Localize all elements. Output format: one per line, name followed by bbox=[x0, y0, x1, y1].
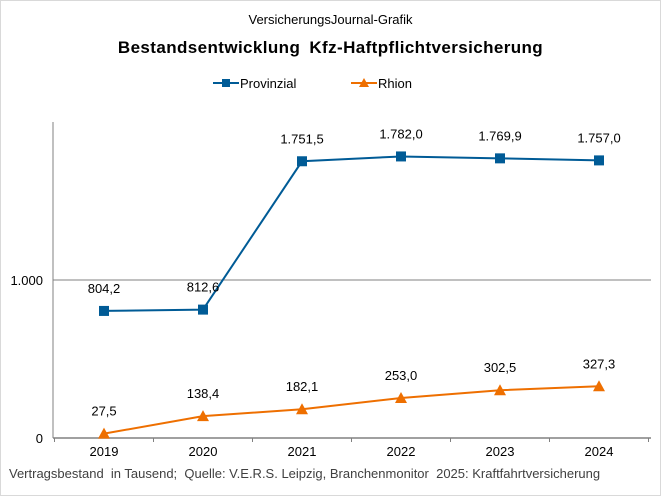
data-label: 812,6 bbox=[187, 280, 220, 295]
data-point-triangle bbox=[494, 384, 506, 396]
chart-title: Bestandsentwicklung Kfz-Haftpflichtversi… bbox=[117, 38, 544, 57]
data-label: 27,5 bbox=[91, 404, 116, 419]
data-point-square bbox=[99, 305, 109, 316]
x-tick-label: 2022 bbox=[387, 444, 416, 459]
x-tick-label: 2019 bbox=[90, 444, 119, 459]
data-label: 1.757,0 bbox=[577, 130, 620, 145]
data-label: 1.769,9 bbox=[478, 128, 521, 143]
data-point-square bbox=[495, 153, 505, 164]
legend-label: Rhion bbox=[378, 76, 412, 91]
data-point-square bbox=[297, 156, 307, 167]
data-label: 253,0 bbox=[385, 368, 418, 383]
y-tick-label: 0 bbox=[36, 431, 43, 446]
data-label: 138,4 bbox=[187, 386, 220, 401]
data-point-square bbox=[396, 151, 406, 162]
x-tick-label: 2024 bbox=[585, 444, 614, 459]
data-label: 1.782,0 bbox=[379, 126, 422, 141]
data-label: 182,1 bbox=[286, 379, 319, 394]
data-point-triangle bbox=[395, 392, 407, 404]
data-label: 804,2 bbox=[88, 281, 121, 296]
legend-triangle-icon bbox=[359, 78, 369, 87]
legend-label: Provinzial bbox=[240, 76, 296, 91]
y-tick-label: 1.000 bbox=[10, 273, 43, 288]
legend-square-icon bbox=[222, 79, 230, 87]
series-line-rhion bbox=[103, 385, 600, 435]
data-label: 1.751,5 bbox=[280, 131, 323, 146]
data-point-square bbox=[594, 155, 604, 166]
data-label: 302,5 bbox=[484, 360, 517, 375]
chart-footnote: Vertragsbestand in Tausend; Quelle: V.E.… bbox=[9, 466, 601, 481]
data-point-triangle bbox=[593, 380, 605, 392]
x-tick-label: 2023 bbox=[486, 444, 515, 459]
x-tick-label: 2020 bbox=[189, 444, 218, 459]
data-label: 327,3 bbox=[583, 356, 616, 371]
series-line-provinzial bbox=[103, 155, 600, 312]
data-point-triangle bbox=[98, 427, 110, 439]
data-point-triangle bbox=[197, 410, 209, 422]
chart-supertitle: VersicherungsJournal-Grafik bbox=[248, 12, 413, 27]
x-tick-label: 2021 bbox=[288, 444, 317, 459]
data-point-triangle bbox=[296, 403, 308, 415]
data-point-square bbox=[198, 304, 208, 315]
